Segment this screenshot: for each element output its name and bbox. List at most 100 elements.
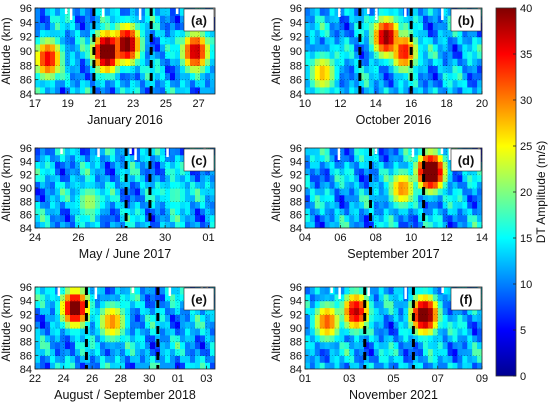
heatmap-cell (170, 214, 176, 222)
heatmap-cell (70, 154, 76, 162)
heatmap-cell (418, 287, 424, 295)
heatmap-cell (115, 334, 121, 343)
heatmap-cell (130, 161, 136, 169)
heatmap-cell (160, 29, 166, 38)
heatmap-cell (65, 300, 71, 309)
heatmap-cell (40, 154, 46, 162)
heatmap-cell (65, 348, 71, 356)
y-tick-label: 88 (20, 60, 32, 72)
heatmap-cell (349, 15, 355, 23)
heatmap-cell (314, 86, 321, 94)
heatmap-cell (305, 221, 311, 228)
heatmap-cell (452, 65, 459, 74)
heatmap-cell (80, 188, 86, 196)
heatmap-cell (305, 8, 311, 16)
heatmap-cell (160, 208, 166, 216)
heatmap-cell (210, 174, 215, 182)
heatmap-cell (35, 188, 41, 196)
heatmap-cell (354, 65, 360, 74)
heatmap-cell (373, 154, 380, 162)
heatmap-cell (45, 168, 51, 176)
heatmap-cell (447, 293, 454, 302)
heatmap-cell (467, 314, 473, 322)
heatmap-cell (75, 307, 81, 315)
data-gap (337, 148, 341, 160)
heatmap-cell (180, 201, 186, 209)
heatmap-cell (105, 341, 111, 350)
heatmap-cell (165, 362, 171, 369)
heatmap-cell (210, 79, 215, 88)
heatmap-cell (205, 58, 211, 66)
heatmap-cell (413, 321, 419, 329)
heatmap-cell (65, 58, 71, 66)
heatmap-cell (309, 348, 316, 356)
heatmap-cell (314, 148, 321, 156)
heatmap-cell (55, 328, 61, 336)
heatmap-cell (447, 307, 454, 315)
heatmap-cell (452, 174, 459, 182)
heatmap-cell (135, 293, 141, 302)
heatmap-cell (80, 29, 86, 38)
heatmap-cell (210, 181, 215, 189)
heatmap-cell (368, 154, 375, 162)
heatmap-cell (120, 79, 126, 88)
heatmap-cell (140, 86, 146, 94)
heatmap-cell (110, 201, 116, 209)
heatmap-cell (85, 154, 91, 162)
heatmap-cell (324, 348, 331, 356)
heatmap-cell (452, 58, 459, 66)
heatmap-cell (205, 334, 211, 343)
heatmap-cell (442, 208, 449, 216)
heatmap-cell (373, 221, 380, 228)
heatmap-cell (309, 43, 316, 52)
heatmap-cell (95, 334, 101, 343)
heatmap-cell (423, 86, 429, 94)
heatmap-cell (364, 321, 370, 329)
heatmap-cell (50, 287, 56, 295)
heatmap-cell (155, 201, 161, 209)
heatmap-cell (403, 36, 409, 45)
heatmap-cell (309, 29, 316, 38)
heatmap-cell (418, 174, 424, 182)
heatmap-cell (55, 29, 61, 38)
heatmap-cell (190, 194, 196, 202)
heatmap-cell (388, 22, 395, 31)
heatmap-cell (305, 15, 311, 23)
heatmap-cell (437, 29, 444, 38)
heatmap-cell (359, 194, 365, 202)
heatmap-cell (314, 36, 321, 45)
heatmap-cell (447, 287, 454, 295)
heatmap-cell (359, 321, 365, 329)
heatmap-cell (180, 341, 186, 350)
heatmap-cell (165, 174, 171, 182)
heatmap-cell (467, 86, 473, 94)
heatmap-cell (210, 307, 215, 315)
heatmap-cell (90, 300, 96, 309)
heatmap-cell (349, 214, 355, 222)
heatmap-cell (35, 221, 41, 228)
heatmap-cell (398, 221, 404, 228)
heatmap-cell (334, 314, 341, 322)
heatmap-cell (100, 22, 106, 31)
heatmap-cell (125, 43, 131, 52)
heatmap-cell (427, 334, 434, 343)
heatmap-cell (70, 65, 76, 74)
heatmap-cell (60, 201, 66, 209)
x-tick-label: 10 (405, 232, 417, 244)
heatmap-cell (40, 22, 46, 31)
heatmap-cell (339, 194, 345, 202)
heatmap-cell (140, 348, 146, 356)
heatmap-cell (50, 148, 56, 156)
heatmap-cell (368, 221, 375, 228)
heatmap-cell (373, 314, 380, 322)
heatmap-cell (110, 79, 116, 88)
heatmap-cell (185, 348, 191, 356)
heatmap-cell (398, 168, 404, 176)
heatmap-cell (170, 314, 176, 322)
heatmap-cell (130, 8, 136, 16)
heatmap-cell (80, 334, 86, 343)
heatmap-cell (205, 188, 211, 196)
y-tick-label: 94 (20, 296, 32, 308)
heatmap-cell (305, 355, 311, 363)
heatmap-cell (472, 72, 478, 81)
